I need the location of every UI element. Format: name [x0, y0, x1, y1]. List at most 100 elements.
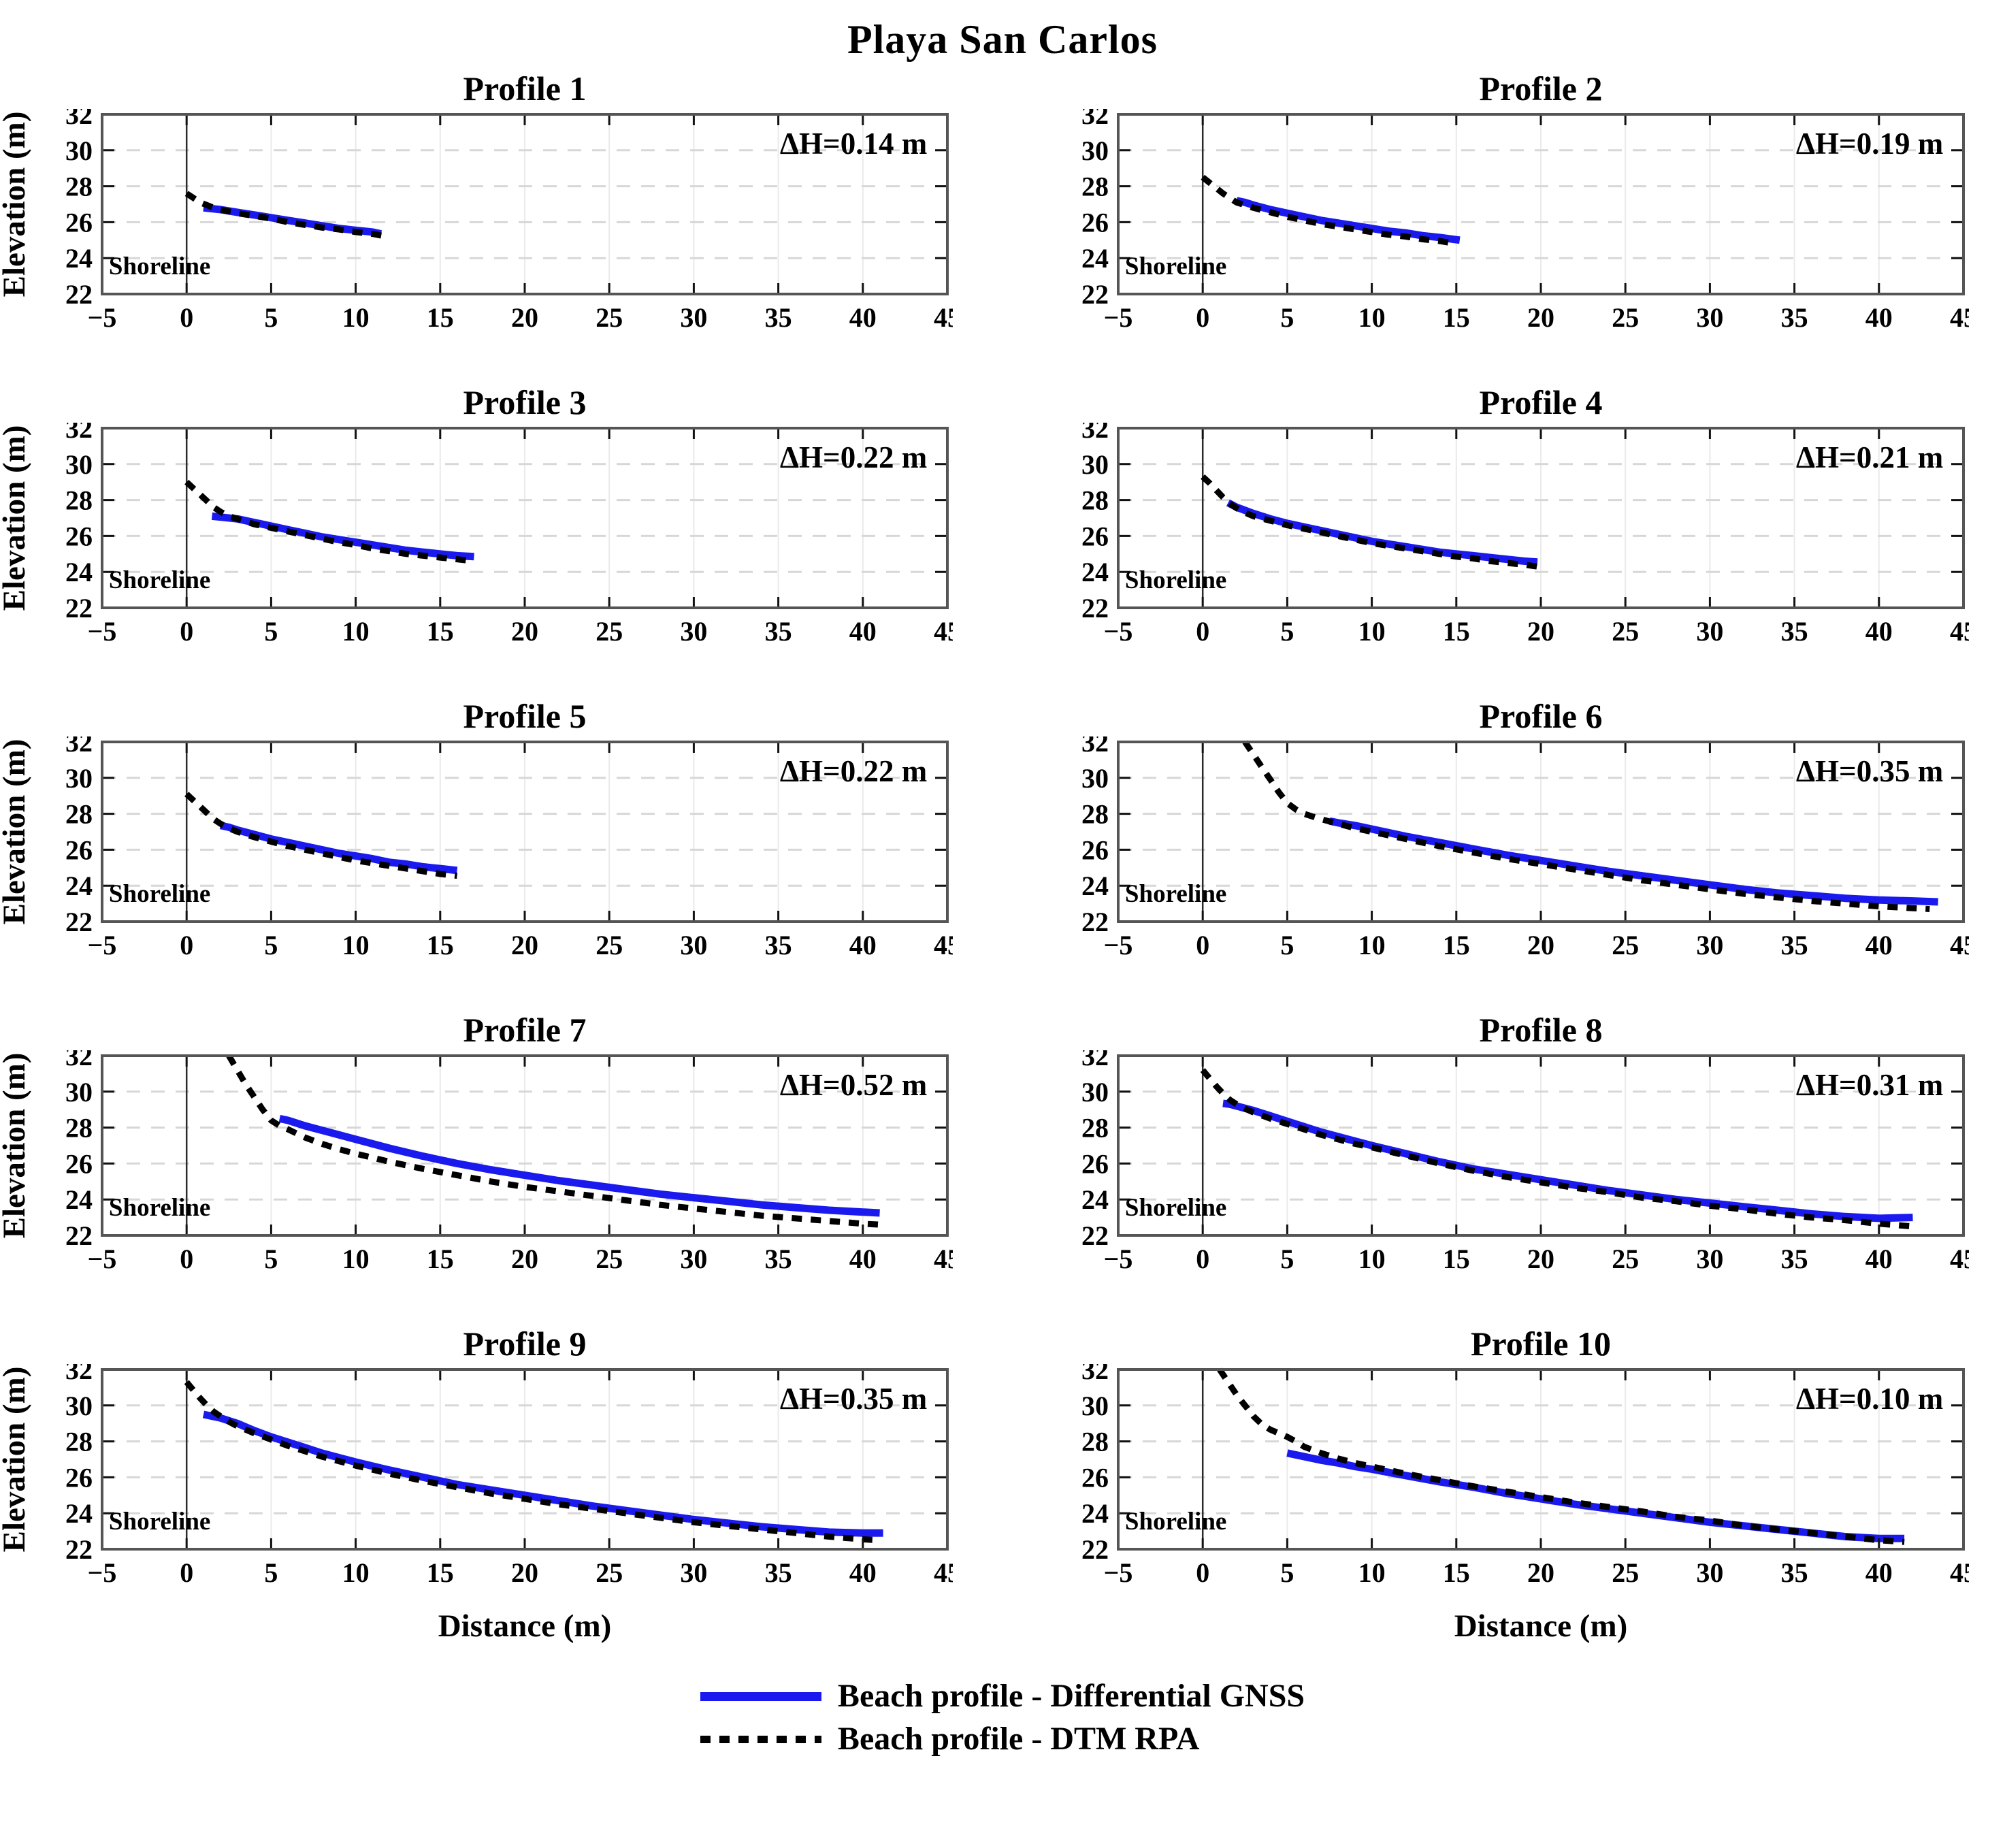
axes-box	[101, 1368, 949, 1551]
dtm-line	[1201, 474, 1538, 570]
y-tick-label: 24	[1081, 243, 1109, 274]
x-tick-label: 30	[680, 1244, 707, 1274]
delta-h-annotation: ΔH=0.52 m	[780, 1068, 927, 1102]
x-tick-label: 5	[264, 302, 278, 333]
shoreline-label: Shoreline	[109, 1508, 210, 1536]
x-tick-label: 0	[1196, 1244, 1209, 1274]
profile-7-title: Profile 7	[463, 1011, 587, 1049]
y-tick-label: 22	[65, 593, 93, 623]
y-tick-label: 30	[65, 763, 93, 794]
gnss-line	[219, 822, 458, 875]
y-tick-label: 22	[1081, 1534, 1109, 1565]
y-tick-label: 24	[1081, 1184, 1109, 1215]
profile-10-canvas: 22 24 26 28 30 32 −5 0 5 10 15 20 25 30 35 40 45 ΔH=0.10 …	[1081, 1364, 1969, 1644]
x-tick-label: 30	[1696, 1557, 1723, 1588]
y-tick-label: 22	[1081, 279, 1109, 310]
profile-4-title: Profile 4	[1479, 383, 1603, 421]
profile-6-panel: Profile 6 22 24 26 28 30 32 −5 0 5 10 15 20 25 30 35 40…	[1016, 698, 2005, 968]
x-tick-label: 10	[1358, 930, 1386, 960]
x-tick-label: 10	[342, 1557, 370, 1588]
y-tick-label: 28	[1081, 799, 1109, 830]
gnss-line	[211, 512, 474, 561]
profile-9-canvas: 22 24 26 28 30 32 −5 0 5 10 15 20 25 30 35 40 45 ΔH=0.35 …	[0, 1364, 953, 1644]
y-tick-label: 24	[1081, 557, 1109, 587]
x-tick-label: 5	[264, 1244, 278, 1274]
x-tick-label: 10	[1358, 302, 1386, 333]
y-tick-label: 30	[1081, 1077, 1109, 1107]
delta-h-annotation: ΔH=0.19 m	[1796, 127, 1943, 161]
x-tick-label: 20	[511, 616, 538, 647]
x-tick-label: 20	[1527, 616, 1554, 647]
x-tick-label: 45	[934, 930, 953, 960]
x-tick-label: 25	[596, 1557, 623, 1588]
x-tick-label: 15	[427, 302, 454, 333]
x-tick-label: 20	[1527, 1557, 1554, 1588]
y-tick-label: 30	[65, 1391, 93, 1421]
x-tick-label: 40	[1865, 302, 1893, 333]
delta-h-annotation: ΔH=0.22 m	[780, 754, 927, 788]
x-tick-label: 20	[511, 302, 538, 333]
x-tick-label: 0	[180, 1557, 193, 1588]
x-tick-label: 30	[1696, 616, 1723, 647]
x-tick-label: 5	[1280, 302, 1294, 333]
x-tick-label: 35	[765, 616, 792, 647]
delta-h-annotation: ΔH=0.31 m	[1796, 1068, 1943, 1102]
y-tick-label: 28	[1081, 1113, 1109, 1144]
x-tick-label: 35	[765, 302, 792, 333]
dtm-line	[1201, 174, 1457, 247]
shoreline-label: Shoreline	[1125, 1508, 1226, 1536]
x-tick-label: 10	[342, 616, 370, 647]
x-tick-label: 15	[427, 1244, 454, 1274]
y-tick-label: 22	[65, 907, 93, 937]
profile-10-panel: Profile 10 22 24 26 28 30 32 −5 0 5 10 15 20 25 30 35 4…	[1016, 1325, 2005, 1649]
axes-box	[101, 113, 949, 295]
dtm-line	[226, 1054, 880, 1228]
shoreline-label: Shoreline	[1125, 880, 1226, 908]
chart-grid: Profile 1 22 24 26 28 30 32 −5 0 5 10 15 20 25 30 35 40…	[0, 70, 2005, 1649]
x-tick-label: 30	[680, 930, 707, 960]
profile-5-panel: Profile 5 22 24 26 28 30 32 −5 0 5 10 15 20 25 30 35 40…	[0, 698, 989, 968]
y-tick-label: 26	[65, 1148, 93, 1179]
y-tick-label: 32	[1081, 1050, 1109, 1071]
y-tick-label: 26	[65, 521, 93, 551]
y-tick-label: 22	[1081, 1220, 1109, 1251]
x-tick-label: 45	[1950, 616, 1969, 647]
x-tick-label: 15	[1443, 1244, 1470, 1274]
profile-3-canvas: 22 24 26 28 30 32 −5 0 5 10 15 20 25 30 35 40 45 ΔH=0.22 …	[0, 423, 953, 647]
y-tick-label: 30	[65, 135, 93, 166]
y-tick-label: 26	[65, 1462, 93, 1493]
y-axis-label: Elevation (m)	[0, 1053, 32, 1239]
axes-box	[1117, 113, 1965, 295]
y-tick-label: 28	[1081, 485, 1109, 516]
y-tick-label: 24	[1081, 1498, 1109, 1529]
y-axis-label: Elevation (m)	[0, 739, 32, 925]
x-tick-label: 30	[680, 1557, 707, 1588]
shoreline-label: Shoreline	[1125, 1194, 1226, 1222]
y-tick-label: 24	[65, 1498, 93, 1529]
y-tick-label: 30	[65, 449, 93, 480]
x-tick-label: 5	[1280, 616, 1294, 647]
y-tick-label: 24	[65, 243, 93, 274]
x-tick-label: 20	[1527, 930, 1554, 960]
axes-box	[1117, 741, 1965, 923]
y-tick-label: 32	[1081, 736, 1109, 758]
x-tick-label: −5	[1104, 616, 1133, 647]
x-tick-label: −5	[1104, 302, 1133, 333]
profile-2-panel: Profile 2 22 24 26 28 30 32 −5 0 5 10 15 20 25 30 35 40…	[1016, 70, 2005, 340]
legend: Beach profile - Differential GNSS Beach …	[700, 1678, 1305, 1757]
x-tick-label: −5	[1104, 1244, 1133, 1274]
x-tick-label: 35	[1781, 1557, 1808, 1588]
y-tick-label: 28	[65, 485, 93, 516]
x-tick-label: 0	[180, 302, 193, 333]
x-tick-label: 30	[680, 302, 707, 333]
x-tick-label: 25	[1612, 302, 1639, 333]
y-tick-label: 30	[1081, 135, 1109, 166]
profile-4-panel: Profile 4 22 24 26 28 30 32 −5 0 5 10 15 20 25 30 35 40…	[1016, 384, 2005, 654]
x-tick-label: 30	[1696, 1244, 1723, 1274]
axes-box	[1117, 1368, 1965, 1551]
profile-9-panel: Profile 9 22 24 26 28 30 32 −5 0 5 10 15 20 25 30 35 40…	[0, 1325, 989, 1649]
x-tick-label: 5	[1280, 1557, 1294, 1588]
x-tick-label: 25	[596, 1244, 623, 1274]
x-tick-label: 35	[1781, 1244, 1808, 1274]
x-tick-label: 45	[1950, 1244, 1969, 1274]
